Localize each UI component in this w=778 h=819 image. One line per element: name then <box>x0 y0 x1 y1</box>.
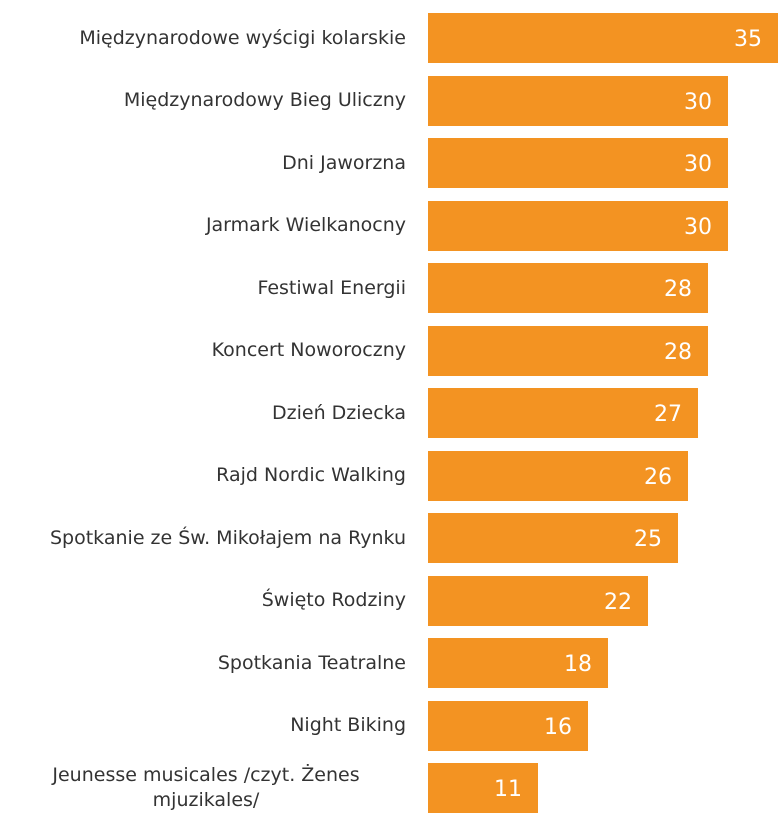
bar: 30 <box>428 75 728 126</box>
value-label: 30 <box>684 214 712 240</box>
category-label: Rajd Nordic Walking <box>216 464 406 486</box>
bar: 30 <box>428 138 728 188</box>
category-label-wrap: Dni Jaworzna <box>6 132 406 194</box>
value-label: 30 <box>684 89 712 115</box>
value-label: 25 <box>634 527 662 552</box>
bar: 27 <box>428 388 698 438</box>
bar-row: Jeunesse musicales /czyt. Żenes mjuzikal… <box>0 757 778 819</box>
category-label: Dni Jaworzna <box>282 151 406 174</box>
category-label: Dzień Dziecka <box>272 401 406 424</box>
category-label: Night Biking <box>290 714 406 736</box>
category-label-wrap: Koncert Noworoczny <box>6 320 406 382</box>
value-label: 28 <box>664 277 692 302</box>
bar-row: Międzynarodowe wyścigi kolarskie 35 <box>0 7 778 69</box>
bar-row: Spotkanie ze Św. Mikołajem na Rynku 25 <box>0 507 778 569</box>
bar-row: Międzynarodowy Bieg Uliczny 30 <box>0 70 778 132</box>
category-label-wrap: Jarmark Wielkanocny <box>6 195 406 257</box>
category-label-wrap: Dzień Dziecka <box>6 382 406 444</box>
category-label-wrap: Spotkania Teatralne <box>6 632 406 694</box>
category-label: Spotkania Teatralne <box>217 651 406 674</box>
bar-row: Święto Rodziny 22 <box>0 570 778 632</box>
bar-row: Dzień Dziecka 27 <box>0 382 778 444</box>
value-label: 11 <box>494 777 522 802</box>
value-label: 26 <box>644 464 672 490</box>
category-label: Koncert Noworoczny <box>211 339 406 361</box>
bar: 35 <box>428 13 778 63</box>
bar-row: Jarmark Wielkanocny 30 <box>0 195 778 257</box>
category-label: Jarmark Wielkanocny <box>205 214 406 236</box>
category-label: Jeunesse musicales /czyt. Żenes mjuzikal… <box>52 764 360 811</box>
category-label-wrap: Święto Rodziny <box>6 570 406 632</box>
category-label: Festiwal Energii <box>257 276 406 299</box>
category-label: Święto Rodziny <box>261 589 406 611</box>
bar: 22 <box>428 575 648 626</box>
bar-row: Spotkania Teatralne 18 <box>0 632 778 694</box>
bar-row: Koncert Noworoczny 28 <box>0 320 778 382</box>
bar: 28 <box>428 325 708 376</box>
category-label-wrap: Międzynarodowy Bieg Uliczny <box>6 70 406 132</box>
value-label: 30 <box>684 152 712 177</box>
bar: 16 <box>428 700 588 751</box>
value-label: 22 <box>604 589 632 615</box>
value-label: 35 <box>734 27 762 52</box>
value-label: 27 <box>654 402 682 427</box>
category-label: Międzynarodowy Bieg Uliczny <box>123 89 406 111</box>
bar: 30 <box>428 200 728 251</box>
bar: 28 <box>428 263 708 313</box>
bar-row: Rajd Nordic Walking 26 <box>0 445 778 507</box>
bar: 26 <box>428 450 688 501</box>
bar: 18 <box>428 638 608 688</box>
bar-row: Festiwal Energii 28 <box>0 257 778 319</box>
category-label: Spotkanie ze Św. Mikołajem na Rynku <box>49 526 406 549</box>
category-label-wrap: Jeunesse musicales /czyt. Żenes mjuzikal… <box>6 757 406 819</box>
bar-row: Night Biking 16 <box>0 695 778 757</box>
category-label-wrap: Rajd Nordic Walking <box>6 445 406 507</box>
value-label: 18 <box>564 652 592 677</box>
bar: 25 <box>428 513 678 563</box>
category-label-wrap: Festiwal Energii <box>6 257 406 319</box>
value-label: 16 <box>544 714 572 740</box>
value-label: 28 <box>664 339 692 365</box>
bar: 11 <box>428 763 538 813</box>
category-label-wrap: Międzynarodowe wyścigi kolarskie <box>6 7 406 69</box>
category-label-wrap: Spotkanie ze Św. Mikołajem na Rynku <box>6 507 406 569</box>
bar-row: Dni Jaworzna 30 <box>0 132 778 194</box>
category-label-wrap: Night Biking <box>6 695 406 757</box>
category-label: Międzynarodowe wyścigi kolarskie <box>79 26 406 49</box>
